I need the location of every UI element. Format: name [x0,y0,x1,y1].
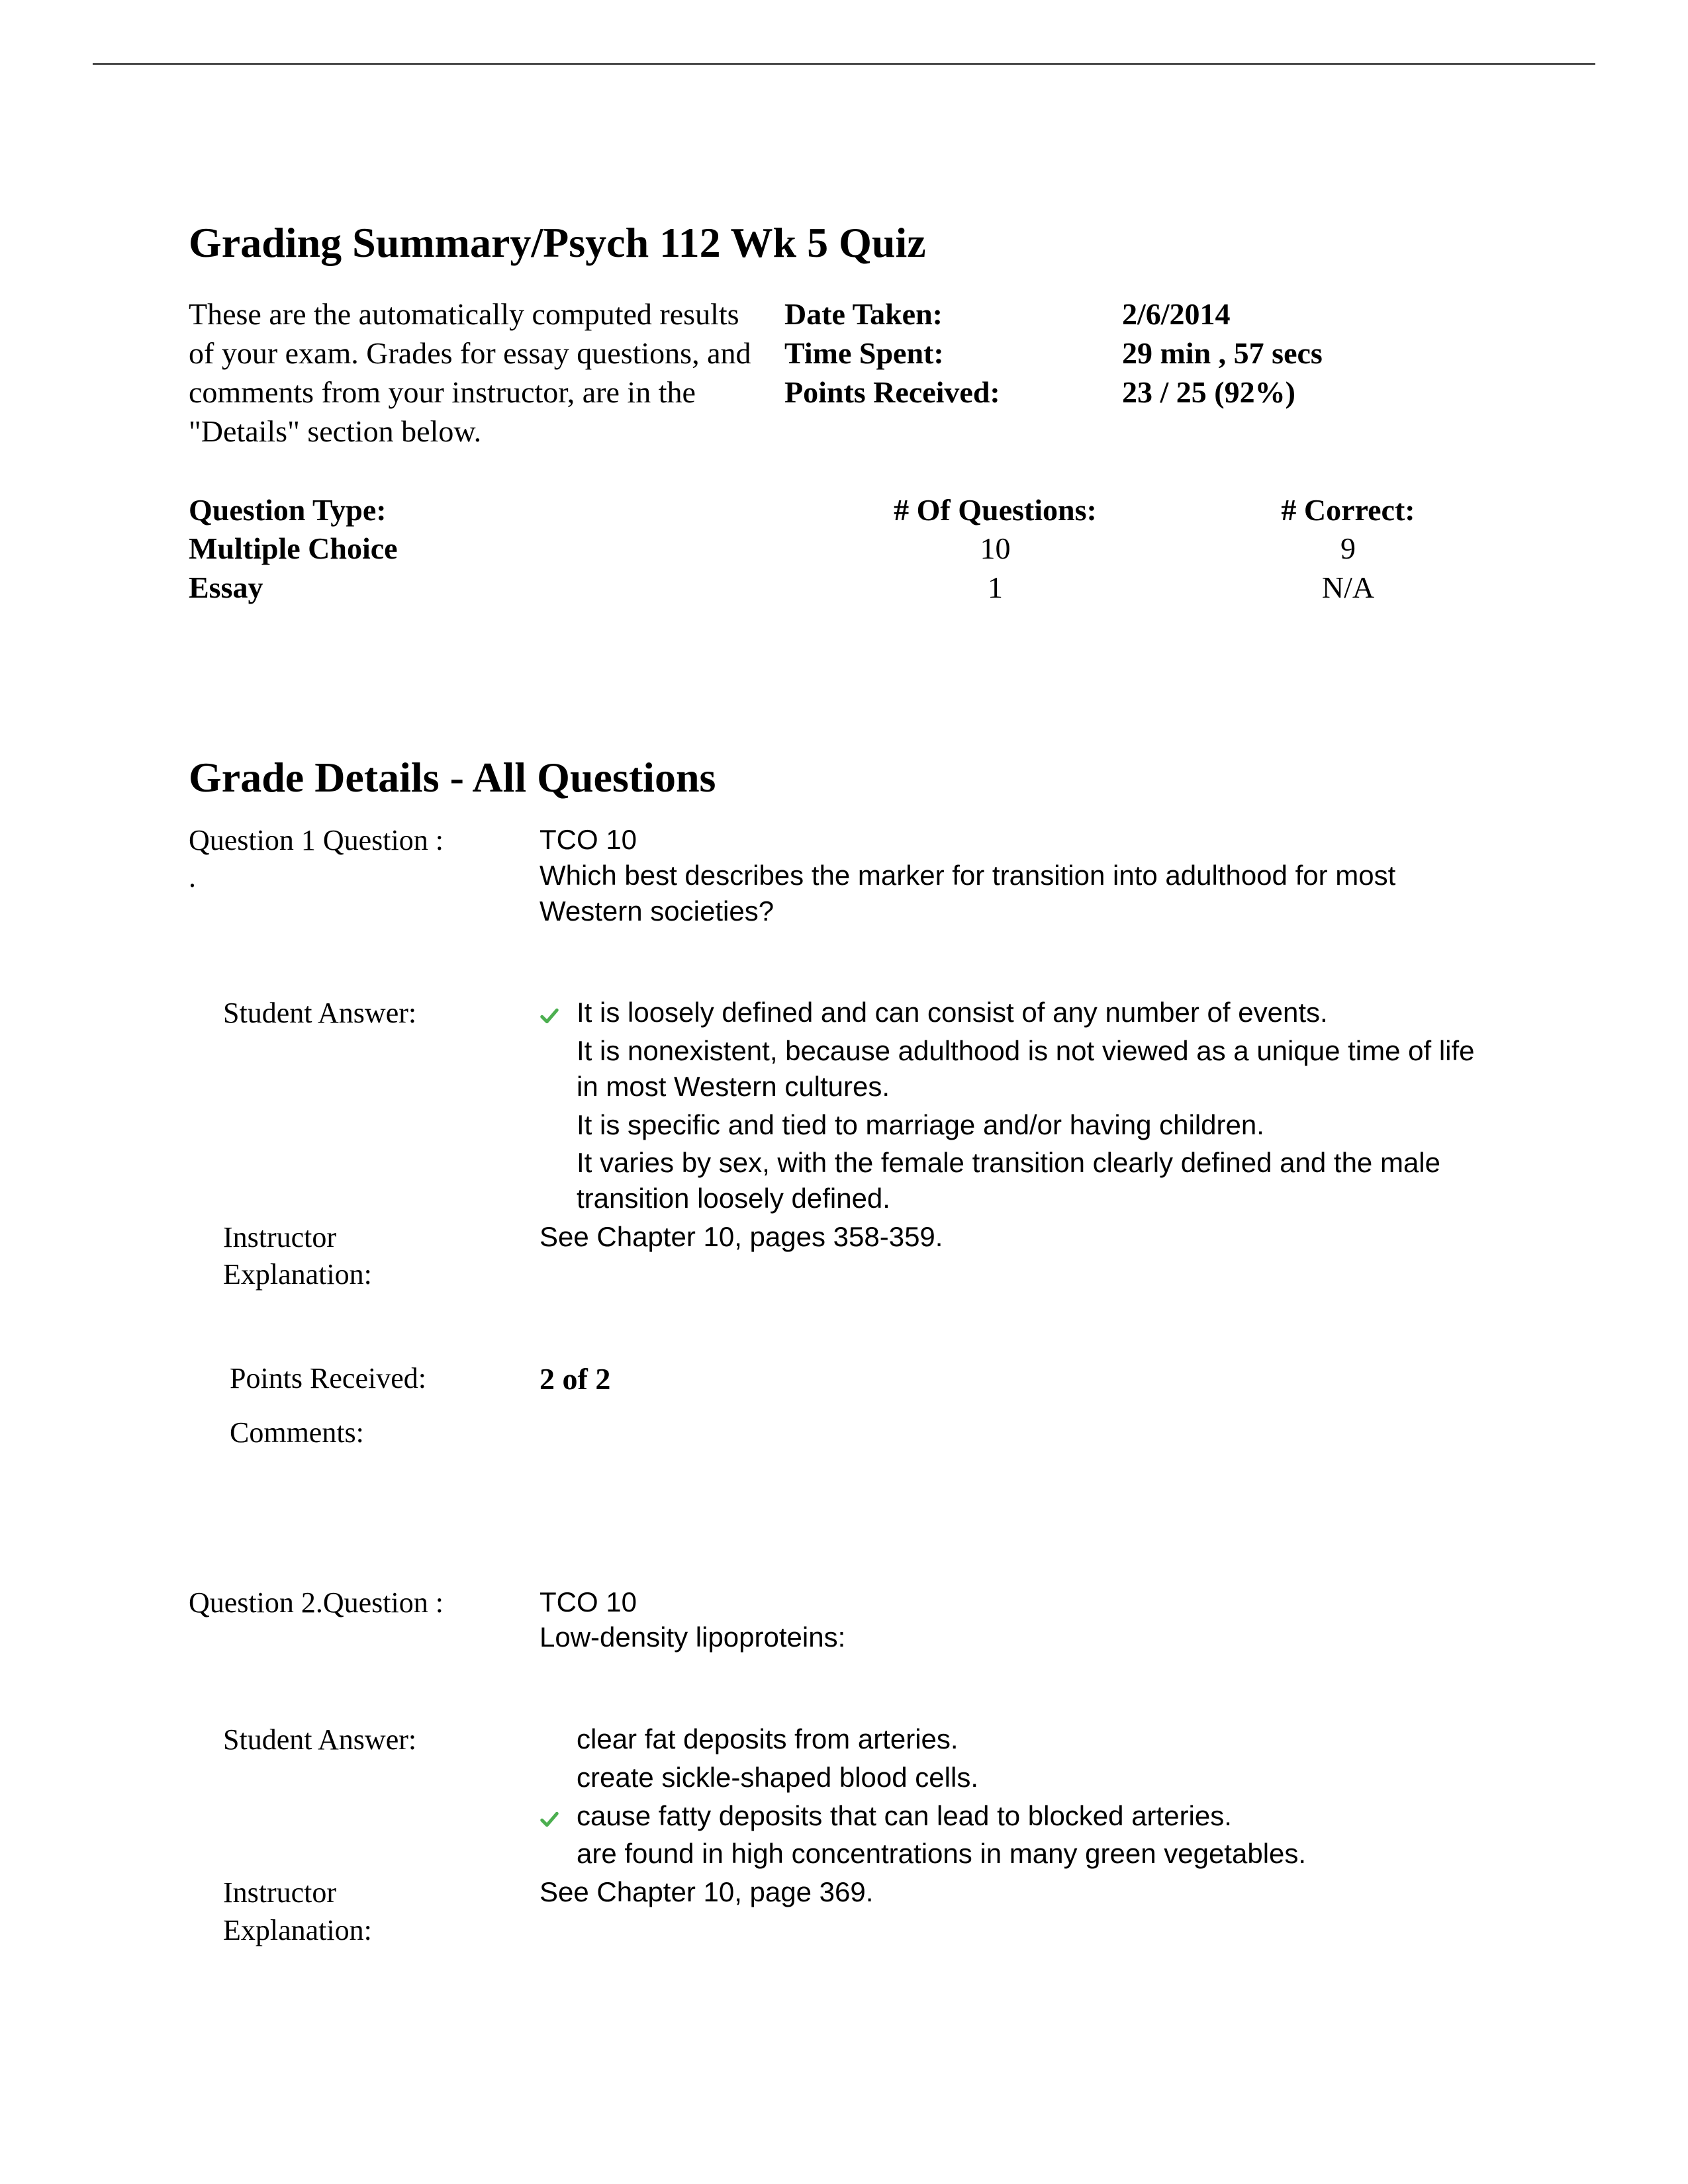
spacer [189,929,1499,995]
q2-header-row: Question 2.Question : TCO 10 Low-density… [189,1584,1499,1656]
q1-label: Question 1 Question : . [189,822,539,897]
stat-date-label: Date Taken: [784,295,1096,334]
q2-option-2-text: cause fatty deposits that can lead to bl… [577,1798,1232,1834]
q1-option-1: It is nonexistent, because adulthood is … [539,1033,1499,1107]
question-1-block: Question 1 Question : . TCO 10 Which bes… [189,822,1499,1452]
q1-option-0-text: It is loosely defined and can consist of… [577,995,1328,1030]
q1-points-label: Points Received: [189,1360,539,1397]
q2-option-0-text: clear fat deposits from arteries. [577,1721,959,1757]
q1-points-row: Points Received: 2 of 2 [189,1360,1499,1399]
summary-intro-text: These are the automatically computed res… [189,295,771,451]
q1-options: It is loosely defined and can consist of… [539,995,1499,1219]
q1-comments-label: Comments: [189,1414,539,1451]
q2-body: TCO 10 Low-density lipoproteins: [539,1584,1499,1656]
q1-label-line1: Question 1 Question : [189,822,539,859]
q2-answer-label: Student Answer: [189,1721,539,1758]
q2-option-3: are found in high concentrations in many… [539,1836,1499,1874]
qtype-header-nc: # Correct: [1197,491,1499,530]
q1-comments-row: Comments: [189,1414,1499,1451]
q2-option-1-text: create sickle-shaped blood cells. [577,1760,978,1796]
check-icon [539,1798,569,1834]
details-title: Grade Details - All Questions [189,753,1499,802]
q1-label-line2: . [189,859,539,896]
q1-points-value: 2 of 2 [539,1360,1499,1399]
q2-options: clear fat deposits from arteries. create… [539,1721,1499,1874]
q1-text: Which best describes the marker for tran… [539,858,1499,929]
q2-instructor-label: Instructor Explanation: [189,1874,539,1949]
q2-instructor-row: Instructor Explanation: See Chapter 10, … [189,1874,1499,1949]
q1-option-3: It varies by sex, with the female transi… [539,1145,1499,1219]
q1-tco: TCO 10 [539,822,1499,858]
spacer [189,1655,1499,1721]
q1-instructor-row: Instructor Explanation: See Chapter 10, … [189,1219,1499,1294]
qtype-header-nq: # Of Questions: [794,491,1197,530]
q2-option-0: clear fat deposits from arteries. [539,1721,1499,1760]
q2-answer-row: Student Answer: clear fat deposits from … [189,1721,1499,1874]
stat-row-points: Points Received: 23 / 25 (92%) [784,373,1499,412]
stats-table: Date Taken: 2/6/2014 Time Spent: 29 min … [784,295,1499,412]
question-2-block: Question 2.Question : TCO 10 Low-density… [189,1584,1499,1949]
qtype-row-1: Essay 1 N/A [189,569,1499,608]
q2-instr-label-2: Explanation: [223,1912,539,1949]
spacer [189,1452,1499,1584]
spacer [189,1398,1499,1414]
q1-instr-label-2: Explanation: [223,1256,539,1293]
q1-answer-label: Student Answer: [189,995,539,1032]
stat-row-date: Date Taken: 2/6/2014 [784,295,1499,334]
q2-tco: TCO 10 [539,1584,1499,1620]
q1-answer-row: Student Answer: It is loosely defined an… [189,995,1499,1219]
q1-header-row: Question 1 Question : . TCO 10 Which bes… [189,822,1499,929]
q1-option-1-text: It is nonexistent, because adulthood is … [577,1033,1499,1105]
summary-intro-row: These are the automatically computed res… [189,295,1499,451]
stat-row-time: Time Spent: 29 min , 57 secs [784,334,1499,373]
summary-title: Grading Summary/Psych 112 Wk 5 Quiz [189,218,1499,267]
qtype-header-type: Question Type: [189,491,794,530]
q1-option-2-text: It is specific and tied to marriage and/… [577,1107,1264,1143]
q2-text: Low-density lipoproteins: [539,1619,1499,1655]
q1-instructor-text: See Chapter 10, pages 358-359. [539,1219,1499,1255]
q2-instr-label-1: Instructor [223,1874,539,1911]
qtype-row-0-nq: 10 [794,529,1197,569]
top-horizontal-rule [93,63,1595,65]
q1-option-0: It is loosely defined and can consist of… [539,995,1499,1033]
spacer [189,1294,1499,1360]
qtype-row-0-nc: 9 [1197,529,1499,569]
page-content: Grading Summary/Psych 112 Wk 5 Quiz Thes… [189,218,1499,1949]
q1-instr-label-1: Instructor [223,1219,539,1256]
check-icon [539,995,569,1030]
q2-option-1: create sickle-shaped blood cells. [539,1760,1499,1798]
qtype-row-1-type: Essay [189,569,794,608]
stat-time-value: 29 min , 57 secs [1096,334,1499,373]
q2-option-3-text: are found in high concentrations in many… [577,1836,1306,1872]
stat-time-label: Time Spent: [784,334,1096,373]
q2-option-2: cause fatty deposits that can lead to bl… [539,1798,1499,1837]
q2-label: Question 2.Question : [189,1584,539,1621]
stat-points-value: 23 / 25 (92%) [1096,373,1499,412]
stat-date-value: 2/6/2014 [1096,295,1499,334]
qtype-header-row: Question Type: # Of Questions: # Correct… [189,491,1499,530]
q1-option-3-text: It varies by sex, with the female transi… [577,1145,1499,1216]
q1-option-2: It is specific and tied to marriage and/… [539,1107,1499,1146]
stat-points-label: Points Received: [784,373,1096,412]
question-type-table: Question Type: # Of Questions: # Correct… [189,491,1499,608]
summary-stats: Date Taken: 2/6/2014 Time Spent: 29 min … [784,295,1499,451]
qtype-row-0: Multiple Choice 10 9 [189,529,1499,569]
q1-body: TCO 10 Which best describes the marker f… [539,822,1499,929]
q1-instructor-label: Instructor Explanation: [189,1219,539,1294]
qtype-row-1-nq: 1 [794,569,1197,608]
q2-instructor-text: See Chapter 10, page 369. [539,1874,1499,1910]
qtype-row-0-type: Multiple Choice [189,529,794,569]
qtype-row-1-nc: N/A [1197,569,1499,608]
